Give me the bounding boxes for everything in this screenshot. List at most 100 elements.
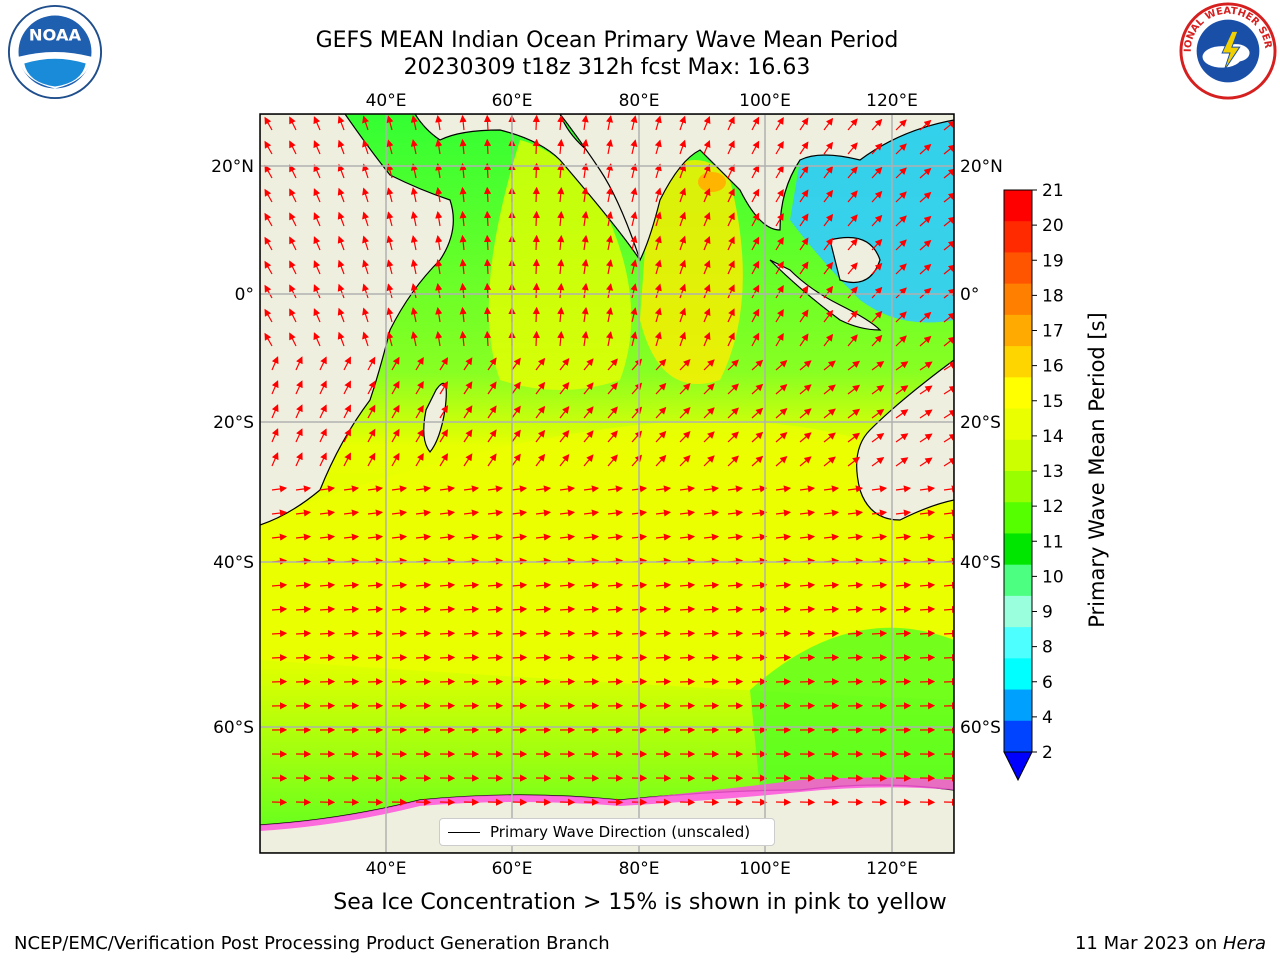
wave-direction-arrow <box>679 139 687 155</box>
wave-direction-arrow <box>895 215 907 227</box>
wave-direction-arrow <box>410 235 418 251</box>
wave-direction-arrow <box>532 186 540 203</box>
wave-direction-arrow <box>630 259 638 275</box>
wave-direction-arrow <box>483 114 492 131</box>
wave-direction-arrow <box>511 581 528 589</box>
wave-direction-arrow <box>727 116 735 131</box>
wave-direction-arrow <box>679 187 687 203</box>
wave-direction-arrow <box>535 357 546 371</box>
wave-direction-arrow <box>583 533 600 541</box>
wave-direction-arrow <box>727 455 739 467</box>
wave-direction-arrow <box>583 509 600 517</box>
wave-direction-arrow <box>703 654 720 662</box>
wave-direction-arrow <box>823 485 840 493</box>
colorbar-swatch <box>1004 658 1032 691</box>
lon-tick-bottom: 120°E <box>866 859 918 879</box>
wave-direction-arrow <box>799 654 816 662</box>
wave-direction-arrow <box>559 382 570 395</box>
wave-direction-arrow <box>289 212 297 227</box>
wave-direction-arrow <box>895 485 912 493</box>
wave-direction-arrow <box>343 485 360 493</box>
wave-direction-arrow <box>775 308 784 323</box>
wave-direction-arrow <box>415 581 432 589</box>
wave-direction-arrow <box>362 211 369 227</box>
lat-tick-right: 20°S <box>960 413 1001 433</box>
wave-direction-arrow <box>511 405 521 419</box>
wave-direction-arrow <box>337 115 345 131</box>
wave-direction-arrow <box>727 188 735 203</box>
wave-direction-arrow <box>847 334 858 347</box>
wave-direction-arrow <box>367 533 384 541</box>
wave-direction-arrow <box>583 485 600 493</box>
wave-direction-arrow <box>487 654 504 662</box>
wave-direction-arrow <box>871 654 888 662</box>
wave-direction-arrow <box>727 164 735 179</box>
wave-direction-arrow <box>703 331 711 347</box>
wave-direction-arrow <box>410 115 418 131</box>
wave-direction-arrow <box>727 140 735 155</box>
lat-tick-left: 20°N <box>211 157 254 177</box>
wave-direction-arrow <box>271 533 288 541</box>
wave-direction-arrow <box>943 144 954 155</box>
wave-direction-arrow <box>559 629 576 638</box>
wave-direction-arrow <box>313 236 321 251</box>
wave-direction-arrow <box>559 430 570 443</box>
wave-direction-arrow <box>679 259 687 275</box>
wave-direction-arrow <box>289 188 297 203</box>
wave-direction-arrow <box>511 357 521 371</box>
wave-direction-arrow <box>799 237 809 251</box>
lon-tick-bottom: 100°E <box>739 859 791 879</box>
colorbar-tick-label: 16 <box>1042 357 1064 377</box>
wave-direction-arrow <box>847 533 864 541</box>
wave-direction-arrow <box>847 310 858 323</box>
wave-direction-arrow <box>313 308 321 323</box>
wave-direction-arrow <box>319 629 336 638</box>
wave-direction-arrow <box>511 533 528 541</box>
wave-direction-arrow <box>557 138 565 155</box>
wave-direction-arrow <box>679 211 687 227</box>
wave-direction-arrow <box>313 332 321 347</box>
wave-direction-arrow <box>313 188 321 203</box>
wave-direction-arrow <box>435 283 443 299</box>
wave-direction-arrow <box>919 119 932 131</box>
wave-direction-arrow <box>630 235 638 251</box>
wave-direction-arrow <box>343 404 351 419</box>
wave-direction-arrow <box>337 235 345 251</box>
wave-direction-arrow <box>775 509 792 517</box>
wave-direction-arrow <box>581 186 589 203</box>
wave-direction-arrow <box>264 164 273 179</box>
wave-direction-arrow <box>319 380 327 395</box>
wave-direction-arrow <box>775 432 788 443</box>
wave-direction-arrow <box>319 605 336 614</box>
wave-direction-arrow <box>895 119 907 131</box>
wave-direction-arrow <box>410 211 418 227</box>
wave-direction-arrow <box>487 357 497 371</box>
wave-direction-arrow <box>654 163 662 179</box>
wave-direction-arrow <box>439 678 456 686</box>
wave-direction-arrow <box>847 190 858 203</box>
wave-direction-arrow <box>799 261 809 275</box>
wave-direction-arrow <box>487 381 497 395</box>
wave-direction-arrow <box>559 654 576 662</box>
wave-direction-arrow <box>459 234 467 251</box>
wave-direction-arrow <box>703 533 720 541</box>
wave-direction-arrow <box>607 533 624 541</box>
wave-direction-arrow <box>775 236 784 251</box>
lat-tick-left: 0° <box>235 285 254 305</box>
colorbar-swatch <box>1004 471 1032 503</box>
wave-direction-arrow <box>343 581 360 589</box>
wave-direction-arrow <box>751 359 764 371</box>
wave-direction-arrow <box>386 211 394 227</box>
wave-direction-arrow <box>823 309 834 323</box>
wave-direction-arrow <box>362 115 369 131</box>
wave-direction-arrow <box>655 629 672 638</box>
wave-direction-arrow <box>751 407 764 419</box>
wave-direction-arrow <box>607 406 618 419</box>
wave-direction-arrow <box>751 654 768 662</box>
wave-direction-arrow <box>511 485 528 493</box>
wave-direction-arrow <box>391 356 400 371</box>
wave-direction-arrow <box>289 140 297 155</box>
wave-direction-arrow <box>362 259 369 275</box>
wave-direction-arrow <box>895 385 909 395</box>
wave-direction-arrow <box>799 309 809 323</box>
